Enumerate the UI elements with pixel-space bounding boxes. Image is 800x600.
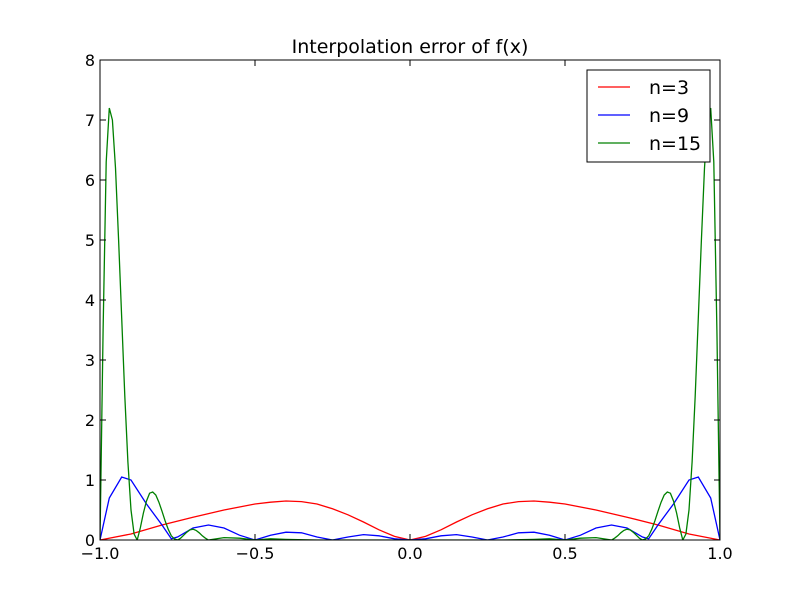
y-tick-label: 1 [85, 471, 95, 490]
y-tick-label: 2 [85, 411, 95, 430]
series-line-n-9 [100, 476, 720, 540]
legend-item: n=15 [598, 133, 701, 155]
x-tick-label: −0.5 [236, 544, 275, 563]
x-tick-label: −1.0 [81, 544, 120, 563]
legend-box [586, 69, 711, 163]
chart-title: Interpolation error of f(x) [292, 36, 529, 58]
x-tick-label: 1.0 [707, 544, 732, 563]
legend: n=3 n=9 n=15 [586, 69, 711, 163]
x-tick-label: 0.0 [397, 544, 422, 563]
y-tick-label: 3 [85, 351, 95, 370]
y-tick-label: 4 [85, 291, 95, 310]
y-tick-label: 6 [85, 171, 95, 190]
series-line-n-15 [100, 107, 720, 540]
x-tick-label: 0.5 [552, 544, 577, 563]
y-tick-label: 8 [85, 51, 95, 70]
legend-item: n=9 [598, 105, 689, 127]
y-tick-label: 5 [85, 231, 95, 250]
y-tick-label: 7 [85, 111, 95, 130]
y-tick-label: 0 [85, 531, 95, 550]
series-line-n-3 [100, 500, 720, 540]
legend-item: n=3 [598, 77, 689, 99]
legend-label: n=15 [649, 133, 701, 155]
legend-label: n=9 [649, 105, 689, 127]
legend-label: n=3 [649, 77, 689, 99]
